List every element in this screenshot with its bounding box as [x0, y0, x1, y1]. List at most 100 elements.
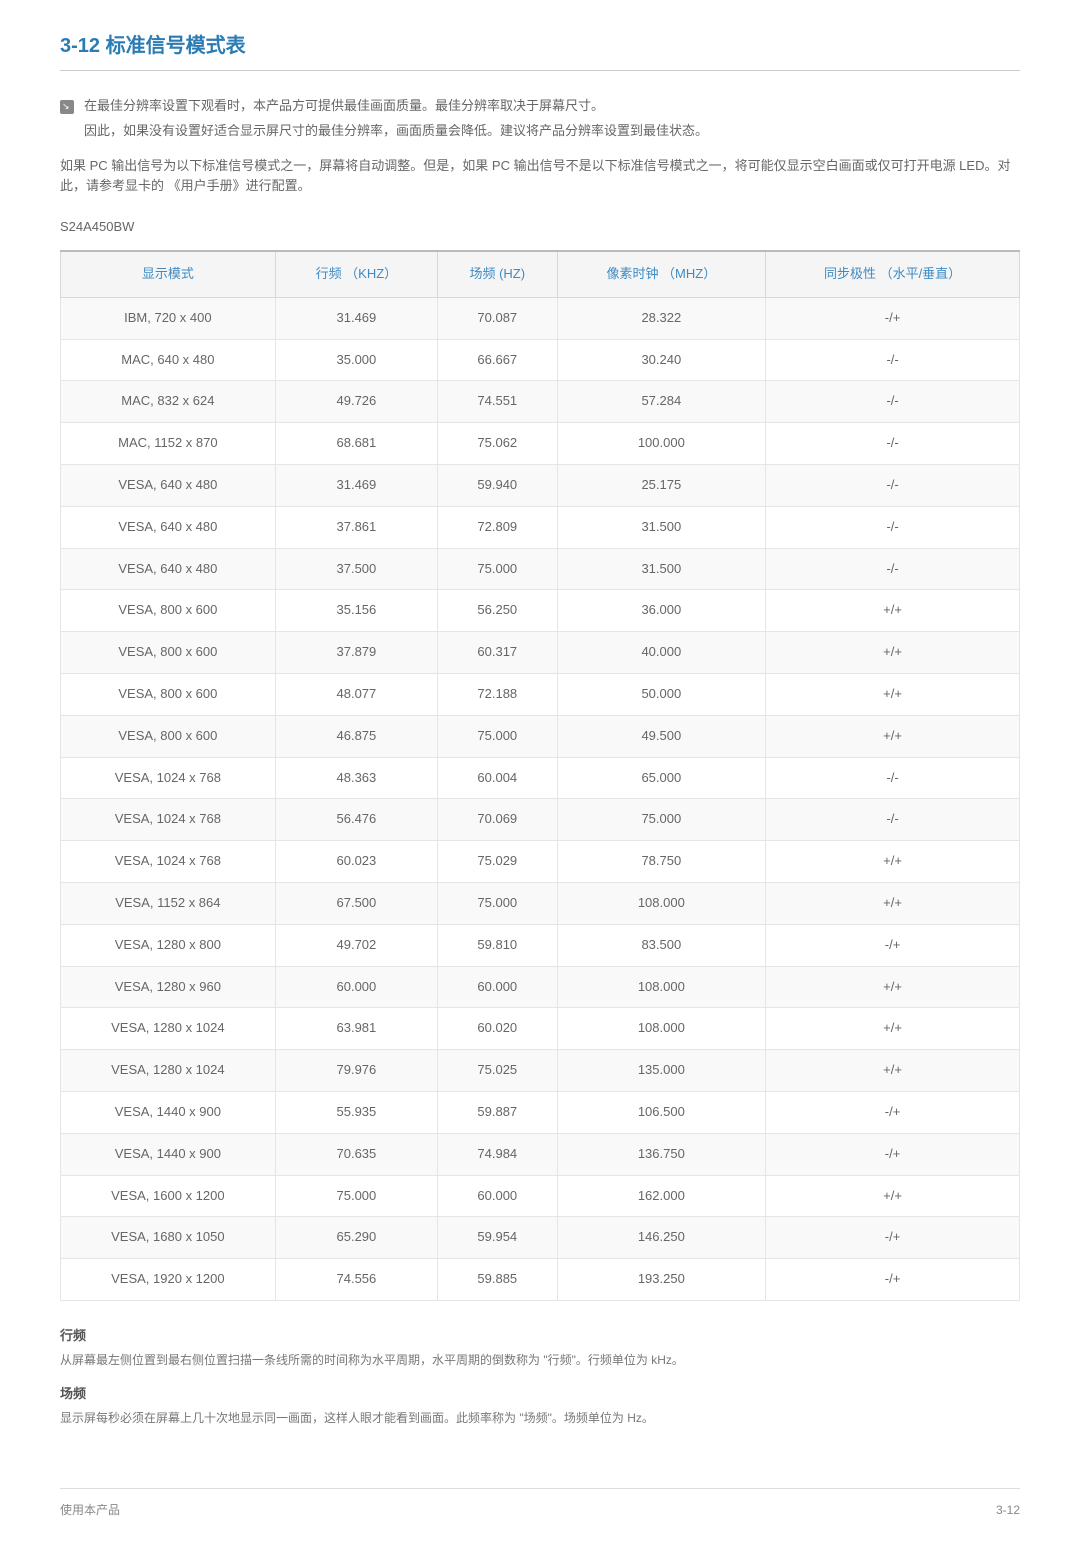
table-cell: 59.810 — [438, 924, 557, 966]
table-cell: 35.000 — [275, 339, 437, 381]
hfreq-title: 行频 — [60, 1326, 1020, 1347]
table-cell: VESA, 1680 x 1050 — [61, 1217, 276, 1259]
table-cell: 50.000 — [557, 673, 766, 715]
table-cell: 60.317 — [438, 632, 557, 674]
table-cell: 31.469 — [275, 464, 437, 506]
table-cell: 72.809 — [438, 506, 557, 548]
table-cell: +/+ — [766, 882, 1020, 924]
table-cell: 63.981 — [275, 1008, 437, 1050]
table-cell: 31.469 — [275, 297, 437, 339]
table-row: VESA, 1600 x 120075.00060.000162.000+/+ — [61, 1175, 1020, 1217]
table-cell: MAC, 1152 x 870 — [61, 423, 276, 465]
footer-right: 3-12 — [996, 1501, 1020, 1520]
table-cell: 25.175 — [557, 464, 766, 506]
table-cell: 74.556 — [275, 1259, 437, 1301]
table-cell: 56.476 — [275, 799, 437, 841]
table-cell: 60.000 — [438, 966, 557, 1008]
note-icon — [60, 100, 74, 114]
table-cell: 31.500 — [557, 548, 766, 590]
table-cell: VESA, 640 x 480 — [61, 548, 276, 590]
table-header: 场频 (HZ) — [438, 251, 557, 297]
table-cell: 70.635 — [275, 1133, 437, 1175]
table-cell: 49.500 — [557, 715, 766, 757]
table-header: 行频 （KHZ） — [275, 251, 437, 297]
table-row: VESA, 640 x 48031.46959.94025.175-/- — [61, 464, 1020, 506]
table-cell: 75.062 — [438, 423, 557, 465]
table-cell: 106.500 — [557, 1091, 766, 1133]
table-cell: VESA, 1280 x 960 — [61, 966, 276, 1008]
model-label: S24A450BW — [60, 217, 1020, 238]
table-row: VESA, 1024 x 76856.47670.06975.000-/- — [61, 799, 1020, 841]
table-cell: 59.940 — [438, 464, 557, 506]
table-cell: 36.000 — [557, 590, 766, 632]
table-cell: -/+ — [766, 297, 1020, 339]
table-cell: 37.879 — [275, 632, 437, 674]
table-cell: 46.875 — [275, 715, 437, 757]
table-cell: +/+ — [766, 966, 1020, 1008]
table-row: VESA, 1440 x 90055.93559.887106.500-/+ — [61, 1091, 1020, 1133]
table-row: VESA, 1280 x 96060.00060.000108.000+/+ — [61, 966, 1020, 1008]
table-cell: 65.290 — [275, 1217, 437, 1259]
table-row: VESA, 1280 x 102463.98160.020108.000+/+ — [61, 1008, 1020, 1050]
table-cell: 65.000 — [557, 757, 766, 799]
table-cell: 60.000 — [275, 966, 437, 1008]
paragraph-1: 如果 PC 输出信号为以下标准信号模式之一，屏幕将自动调整。但是，如果 PC 输… — [60, 156, 1020, 198]
table-cell: -/+ — [766, 1133, 1020, 1175]
table-cell: VESA, 1440 x 900 — [61, 1091, 276, 1133]
table-cell: -/+ — [766, 1091, 1020, 1133]
table-row: VESA, 1024 x 76848.36360.00465.000-/- — [61, 757, 1020, 799]
table-cell: 75.000 — [438, 548, 557, 590]
table-cell: 30.240 — [557, 339, 766, 381]
table-cell: 60.020 — [438, 1008, 557, 1050]
table-cell: VESA, 1024 x 768 — [61, 799, 276, 841]
table-row: VESA, 1920 x 120074.55659.885193.250-/+ — [61, 1259, 1020, 1301]
footer: 使用本产品 3-12 — [60, 1488, 1020, 1520]
table-cell: 78.750 — [557, 841, 766, 883]
table-cell: 40.000 — [557, 632, 766, 674]
table-cell: -/- — [766, 423, 1020, 465]
table-cell: VESA, 1024 x 768 — [61, 841, 276, 883]
table-cell: 146.250 — [557, 1217, 766, 1259]
table-cell: +/+ — [766, 1050, 1020, 1092]
table-cell: 56.250 — [438, 590, 557, 632]
table-cell: 75.025 — [438, 1050, 557, 1092]
section-number: 3-12 — [60, 35, 100, 57]
table-row: MAC, 640 x 48035.00066.66730.240-/- — [61, 339, 1020, 381]
table-cell: 68.681 — [275, 423, 437, 465]
table-cell: 136.750 — [557, 1133, 766, 1175]
table-cell: -/+ — [766, 1259, 1020, 1301]
table-cell: VESA, 800 x 600 — [61, 715, 276, 757]
table-row: VESA, 1280 x 102479.97675.025135.000+/+ — [61, 1050, 1020, 1092]
table-row: VESA, 800 x 60037.87960.31740.000+/+ — [61, 632, 1020, 674]
table-cell: -/- — [766, 799, 1020, 841]
table-cell: 83.500 — [557, 924, 766, 966]
table-cell: 75.000 — [275, 1175, 437, 1217]
table-row: VESA, 1280 x 80049.70259.81083.500-/+ — [61, 924, 1020, 966]
table-cell: 70.069 — [438, 799, 557, 841]
table-cell: VESA, 1024 x 768 — [61, 757, 276, 799]
table-header: 显示模式 — [61, 251, 276, 297]
table-cell: VESA, 1152 x 864 — [61, 882, 276, 924]
table-cell: 108.000 — [557, 966, 766, 1008]
table-cell: VESA, 640 x 480 — [61, 506, 276, 548]
table-cell: VESA, 800 x 600 — [61, 590, 276, 632]
table-row: VESA, 1680 x 105065.29059.954146.250-/+ — [61, 1217, 1020, 1259]
table-row: IBM, 720 x 40031.46970.08728.322-/+ — [61, 297, 1020, 339]
table-cell: 37.500 — [275, 548, 437, 590]
table-row: VESA, 800 x 60046.87575.00049.500+/+ — [61, 715, 1020, 757]
table-row: VESA, 800 x 60035.15656.25036.000+/+ — [61, 590, 1020, 632]
table-cell: 108.000 — [557, 1008, 766, 1050]
table-cell: VESA, 1440 x 900 — [61, 1133, 276, 1175]
table-cell: +/+ — [766, 590, 1020, 632]
table-cell: VESA, 1280 x 800 — [61, 924, 276, 966]
table-cell: -/- — [766, 381, 1020, 423]
table-cell: 75.000 — [438, 715, 557, 757]
vfreq-text: 显示屏每秒必须在屏幕上几十次地显示同一画面，这样人眼才能看到画面。此频率称为 "… — [60, 1409, 1020, 1428]
table-cell: 70.087 — [438, 297, 557, 339]
table-cell: VESA, 1280 x 1024 — [61, 1008, 276, 1050]
table-cell: -/+ — [766, 924, 1020, 966]
table-cell: MAC, 832 x 624 — [61, 381, 276, 423]
table-cell: 193.250 — [557, 1259, 766, 1301]
table-row: VESA, 640 x 48037.50075.00031.500-/- — [61, 548, 1020, 590]
signal-mode-table: 显示模式行频 （KHZ）场频 (HZ)像素时钟 （MHZ）同步极性 （水平/垂直… — [60, 250, 1020, 1301]
